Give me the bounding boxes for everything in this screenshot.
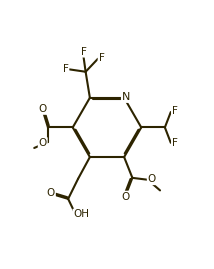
Text: OH: OH	[73, 210, 89, 220]
Text: F: F	[81, 47, 87, 57]
Text: N: N	[122, 92, 130, 102]
Text: O: O	[39, 138, 47, 148]
Text: O: O	[121, 192, 130, 201]
Text: F: F	[172, 106, 178, 116]
Text: O: O	[148, 174, 156, 184]
Text: F: F	[172, 139, 178, 148]
Text: O: O	[39, 104, 47, 114]
Text: F: F	[63, 64, 68, 75]
Text: O: O	[47, 188, 55, 198]
Text: F: F	[98, 53, 104, 63]
